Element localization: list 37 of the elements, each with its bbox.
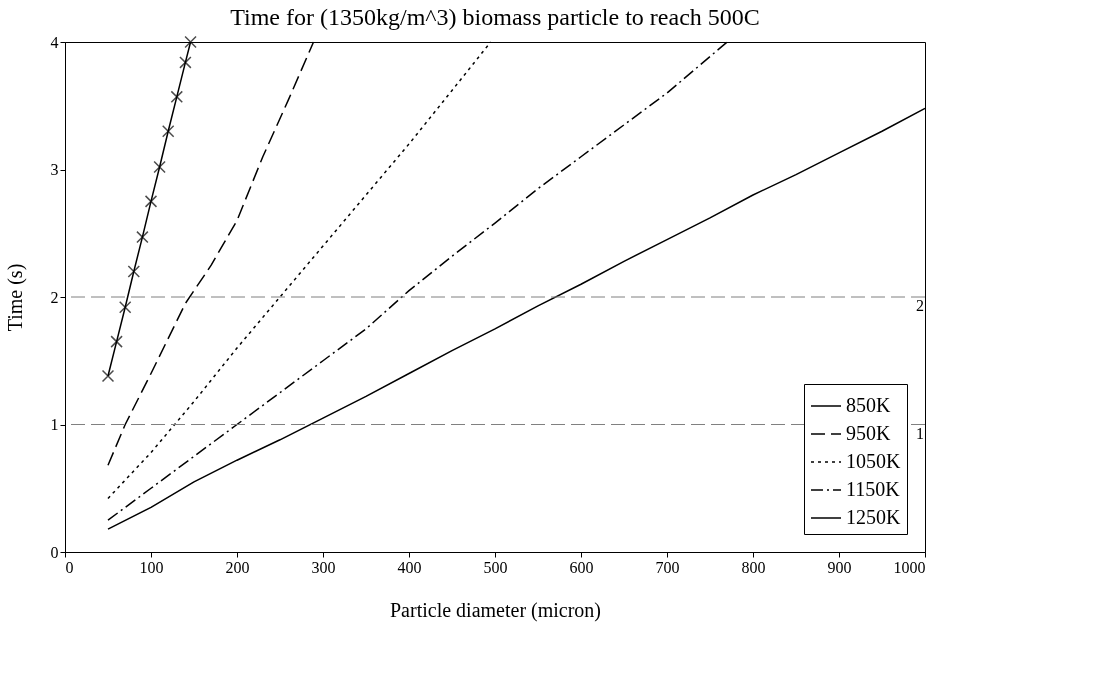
y-tick-label: 0 [50, 543, 59, 561]
y-tick-label: 4 [50, 33, 59, 51]
point [179, 56, 192, 69]
point [161, 125, 175, 138]
ref-line-label: 2 [916, 297, 924, 314]
legend-label: 950K [846, 422, 891, 444]
y-tick-label: 2 [50, 288, 59, 306]
point [184, 35, 197, 49]
point [127, 265, 141, 278]
point [101, 369, 115, 383]
y-axis-title: Time (s) [3, 263, 27, 332]
legend-label: 850K [846, 394, 891, 416]
point [153, 160, 166, 174]
x-tick-label: 400 [397, 558, 422, 576]
x-tick-label: 300 [311, 558, 336, 576]
x-tick-label: 900 [827, 558, 852, 576]
point [110, 335, 123, 348]
x-tick-label: 700 [655, 558, 680, 576]
point [144, 195, 158, 208]
point [136, 230, 149, 244]
point [118, 300, 132, 314]
y-tick-label: 3 [50, 161, 59, 178]
x-tick-label: 1000 [893, 558, 926, 576]
x-tick-label: 500 [483, 558, 508, 576]
x-tick-label: 100 [139, 558, 164, 576]
point [170, 90, 184, 104]
legend-label: 1150K [846, 478, 901, 500]
legend-label: 1250K [846, 506, 901, 528]
ref-line-label: 1 [916, 424, 924, 442]
x-tick-label: 600 [569, 558, 594, 576]
x-axis-title: Particle diameter (micron) [389, 598, 602, 622]
x-tick-label: 0 [65, 558, 74, 576]
chart-title: Time for (1350kg/m^3) biomass particle to reach 500C [230, 3, 760, 30]
x-tick-label: 800 [741, 558, 766, 576]
y-tick-label: 1 [50, 416, 59, 433]
legend-label: 1050K [846, 450, 901, 472]
x-tick-label: 200 [225, 558, 250, 576]
